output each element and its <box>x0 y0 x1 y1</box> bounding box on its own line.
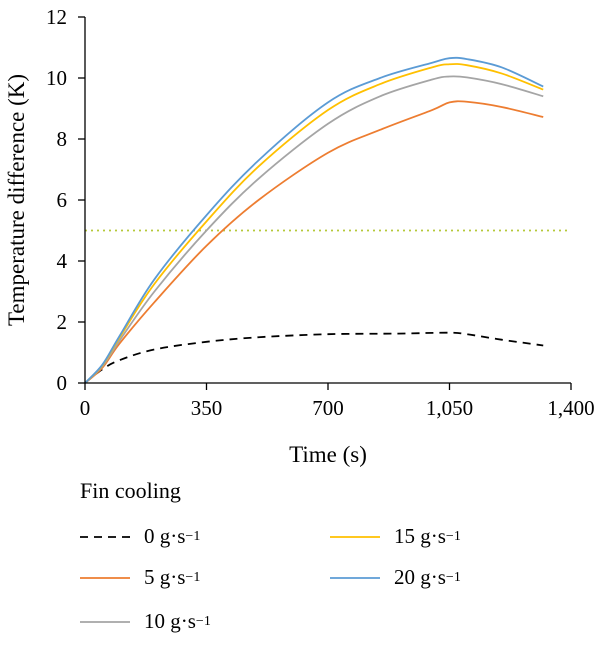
legend-item: 20 g·s −1 <box>330 565 461 590</box>
legend-swatch <box>330 535 380 538</box>
series-line <box>84 331 544 384</box>
legend-swatch <box>80 535 130 538</box>
legend-swatch <box>80 576 130 579</box>
x-tick-label: 1,400 <box>547 396 594 420</box>
y-tick-label: 12 <box>46 5 67 29</box>
legend-item: 5 g·s −1 <box>80 565 200 590</box>
legend-swatch <box>80 620 130 623</box>
series-line <box>84 100 544 384</box>
x-tick-label: 1,050 <box>426 396 473 420</box>
y-axis-title: Temperature difference (K) <box>4 74 29 326</box>
y-ticks: 0 2 4 6 8 10 12 <box>46 5 85 395</box>
legend-swatch <box>330 576 380 579</box>
legend-title: Fin cooling <box>80 478 181 503</box>
legend-item: 15 g·s −1 <box>330 524 461 549</box>
y-tick-label: 2 <box>57 310 68 334</box>
legend-label: 10 g·s <box>144 609 196 633</box>
legend: Fin cooling 0 g·s −1 5 g·s −1 10 g·s −1 15 g·s… <box>80 478 580 648</box>
y-tick-label: 4 <box>57 249 68 273</box>
x-ticks: 0 350 700 1,050 1,400 <box>80 383 595 420</box>
plot-area <box>84 56 571 384</box>
series-line <box>84 56 544 384</box>
y-tick-label: 8 <box>57 127 68 151</box>
legend-label: 20 g·s <box>394 565 446 589</box>
x-axis-title: Time (s) <box>289 442 367 467</box>
x-tick-label: 350 <box>191 396 223 420</box>
chart: 0 350 700 1,050 1,400 0 2 4 6 8 10 12 Time (s) Tem… <box>4 5 595 467</box>
legend-label: 0 g·s <box>144 524 186 548</box>
y-tick-label: 0 <box>57 371 68 395</box>
legend-label: 15 g·s <box>394 524 446 548</box>
legend-item: 0 g·s −1 <box>80 524 200 549</box>
series-line <box>84 75 544 384</box>
y-tick-label: 6 <box>57 188 68 212</box>
legend-item: 10 g·s −1 <box>80 609 211 634</box>
x-tick-label: 700 <box>312 396 344 420</box>
y-tick-label: 10 <box>46 66 67 90</box>
x-tick-label: 0 <box>80 396 91 420</box>
legend-label: 5 g·s <box>144 565 186 589</box>
